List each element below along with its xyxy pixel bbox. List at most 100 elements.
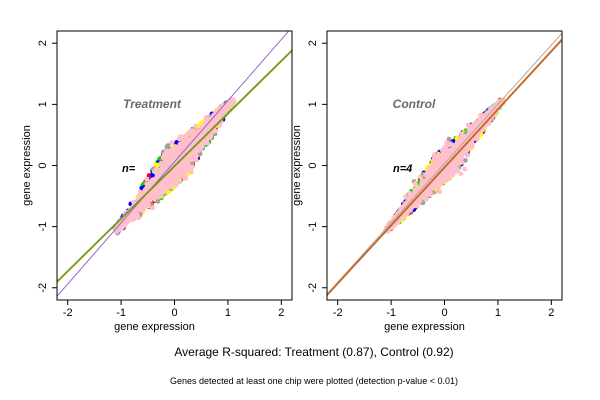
y-axis-label: gene expression xyxy=(291,125,303,206)
data-point xyxy=(193,157,199,163)
x-tick-label: 2 xyxy=(278,307,284,319)
data-point xyxy=(120,222,126,228)
y-tick-label: 0 xyxy=(37,162,49,168)
data-point xyxy=(447,176,453,182)
data-point xyxy=(225,104,231,109)
x-tick-label: -2 xyxy=(63,307,73,319)
y-tick-label: -1 xyxy=(307,222,319,232)
data-point xyxy=(440,179,446,185)
data-point xyxy=(155,198,161,204)
data-point xyxy=(428,175,433,181)
data-point xyxy=(474,137,480,142)
data-point xyxy=(139,200,145,206)
data-point xyxy=(443,168,448,174)
data-point xyxy=(188,153,194,159)
data-point xyxy=(137,192,143,198)
data-point xyxy=(212,114,218,120)
data-point xyxy=(193,152,199,158)
data-point xyxy=(435,158,440,163)
regression-line xyxy=(327,32,562,295)
data-point xyxy=(173,144,178,149)
regression-line xyxy=(327,38,562,295)
data-point xyxy=(113,227,119,233)
x-tick-label: 0 xyxy=(441,307,447,319)
data-point xyxy=(183,175,189,181)
data-point xyxy=(158,182,164,187)
data-point xyxy=(469,144,475,149)
regression-line xyxy=(57,31,290,297)
data-point xyxy=(153,162,159,168)
data-point xyxy=(126,216,132,222)
data-point xyxy=(199,146,204,151)
data-point xyxy=(443,174,449,180)
data-point xyxy=(167,157,172,162)
y-tick-label: 2 xyxy=(37,40,49,46)
data-point xyxy=(154,175,160,181)
data-point xyxy=(189,157,195,163)
data-point xyxy=(160,165,165,171)
data-point xyxy=(166,160,171,166)
x-tick-label: -2 xyxy=(333,307,343,319)
data-point xyxy=(162,186,168,192)
data-point xyxy=(424,192,429,197)
x-tick-label: 0 xyxy=(171,307,177,319)
y-tick-label: 1 xyxy=(307,101,319,107)
data-point xyxy=(437,189,443,195)
data-point xyxy=(431,152,437,158)
data-point xyxy=(446,136,452,142)
data-point xyxy=(442,154,448,160)
x-axis-label: gene expression xyxy=(114,321,195,333)
data-point xyxy=(452,167,458,173)
data-point xyxy=(403,194,408,200)
x-tick-label: 2 xyxy=(548,307,554,319)
figure-footnote: Genes detected at least one chip were pl… xyxy=(170,376,458,386)
data-point xyxy=(417,174,423,180)
data-point xyxy=(457,138,463,144)
data-point xyxy=(189,169,194,175)
data-point xyxy=(463,158,468,163)
data-point xyxy=(206,118,212,124)
data-point xyxy=(150,205,156,211)
y-axis-label: gene expression xyxy=(21,125,33,206)
data-point xyxy=(454,144,460,150)
data-point xyxy=(182,148,188,154)
regression-line xyxy=(57,50,292,283)
data-point xyxy=(462,166,468,172)
x-tick-label: 1 xyxy=(495,307,501,319)
x-tick-label: -1 xyxy=(386,307,396,319)
data-point xyxy=(413,200,418,206)
data-point xyxy=(132,208,137,214)
data-point xyxy=(167,178,173,184)
panel-title: Treatment xyxy=(123,97,182,111)
data-point xyxy=(176,164,182,170)
data-point xyxy=(442,144,447,150)
data-point xyxy=(449,170,455,176)
data-point xyxy=(412,193,417,199)
panels: -2 -1 0 1 2 -2 -1 0 1 2 gene expression gene expres… xyxy=(21,30,563,333)
data-point xyxy=(229,98,235,104)
data-point xyxy=(154,171,160,176)
data-point xyxy=(163,151,169,157)
data-point xyxy=(432,180,438,186)
data-point xyxy=(454,163,460,168)
data-point xyxy=(466,133,472,139)
n-annotation: n= xyxy=(122,163,136,175)
data-point xyxy=(169,140,175,145)
data-point xyxy=(436,183,442,189)
data-point xyxy=(175,179,181,185)
data-point xyxy=(431,163,436,169)
data-point xyxy=(200,129,206,135)
data-point xyxy=(144,176,150,182)
data-point xyxy=(144,185,150,191)
y-tick-label: 1 xyxy=(37,101,49,107)
x-tick-label: 1 xyxy=(225,307,231,319)
data-point xyxy=(164,144,170,150)
regression-line xyxy=(327,39,562,297)
data-point xyxy=(175,168,181,174)
data-point xyxy=(465,153,470,158)
data-point xyxy=(428,192,433,198)
data-point xyxy=(223,109,228,115)
data-point xyxy=(199,133,205,138)
y-tick-label: -2 xyxy=(37,283,49,293)
chart-panel-1: -2 -1 0 1 2 -2 -1 0 1 2 gene expression gene expres… xyxy=(291,30,563,333)
